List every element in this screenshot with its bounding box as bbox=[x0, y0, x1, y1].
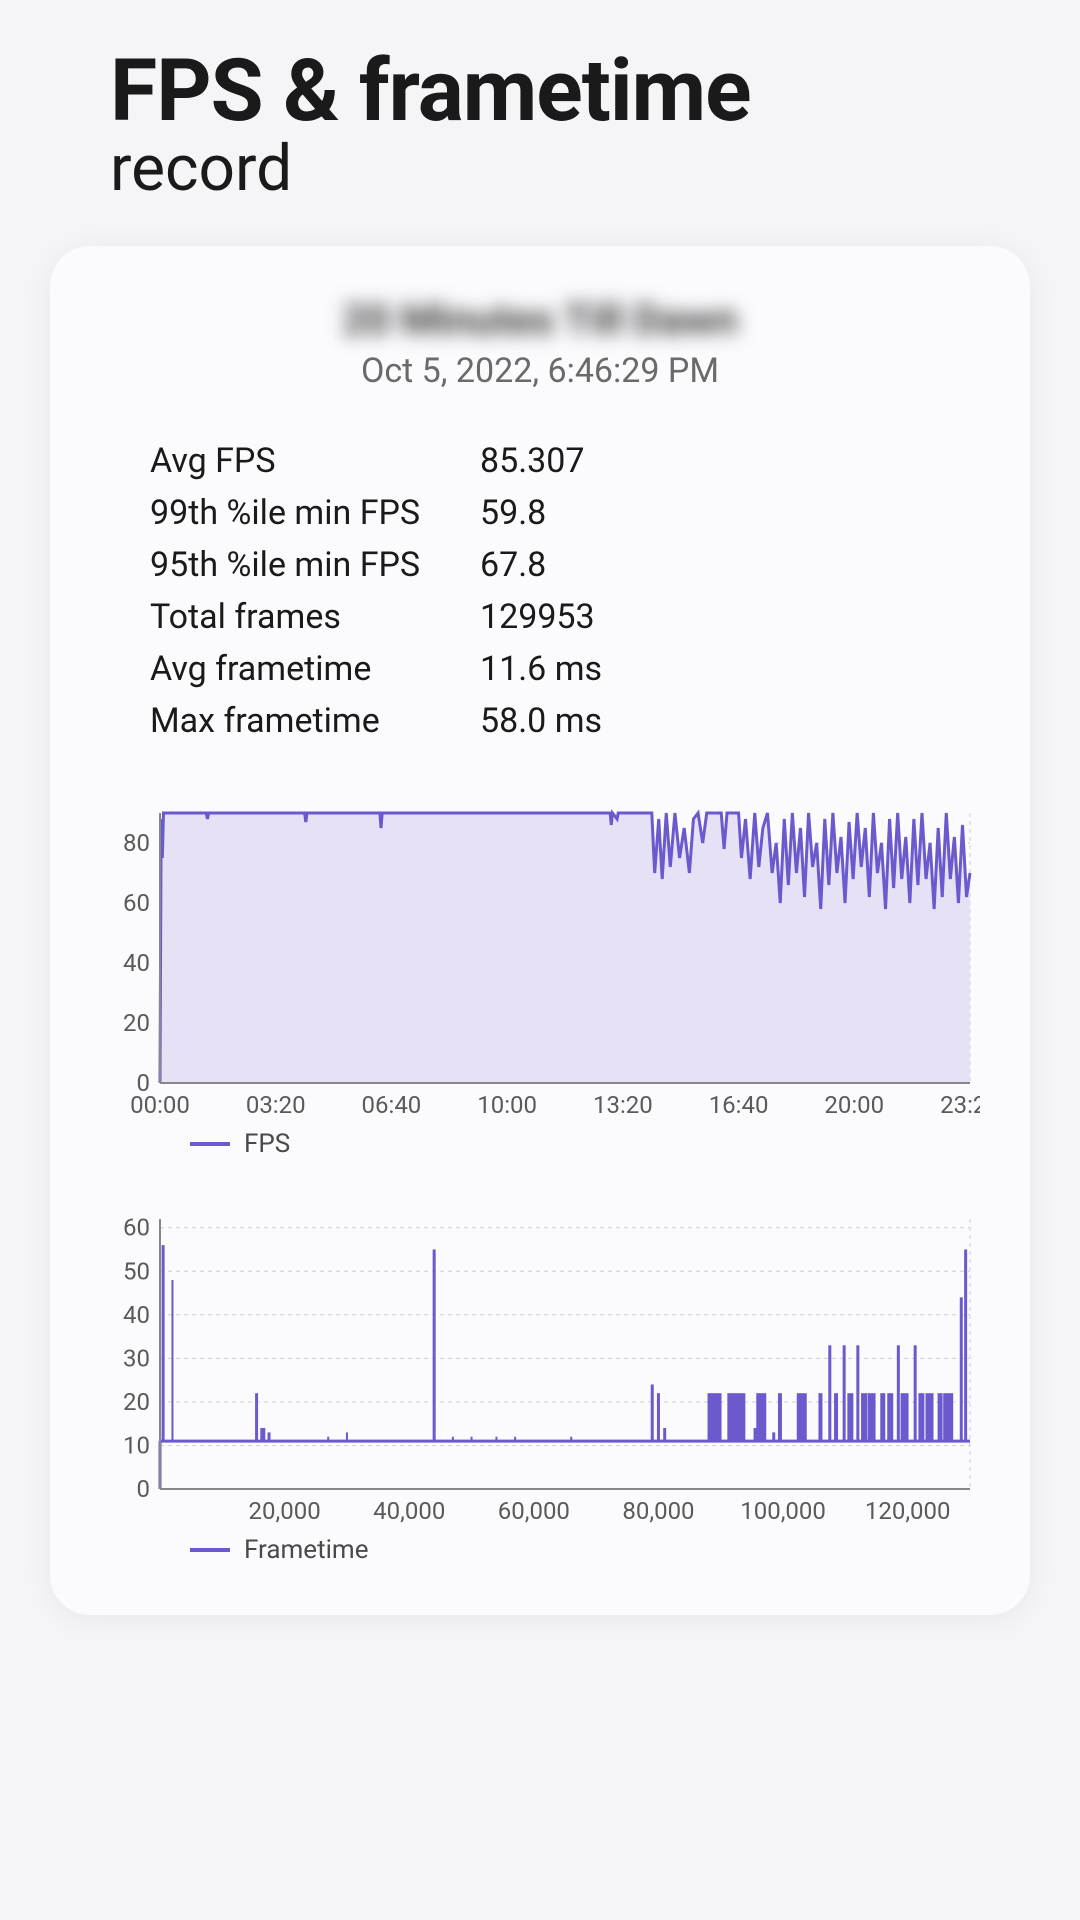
svg-text:10: 10 bbox=[123, 1431, 150, 1459]
stats-table: Avg FPS 85.307 99th %ile min FPS 59.8 95… bbox=[50, 441, 1030, 793]
fps-chart-svg: 02040608000:0003:2006:4010:0013:2016:402… bbox=[100, 803, 980, 1123]
svg-text:60: 60 bbox=[123, 1214, 150, 1242]
svg-text:20,000: 20,000 bbox=[249, 1497, 321, 1525]
svg-text:40: 40 bbox=[123, 949, 150, 977]
svg-text:20: 20 bbox=[123, 1009, 150, 1037]
stat-row: Avg FPS 85.307 bbox=[150, 441, 930, 481]
stat-label: Total frames bbox=[150, 597, 480, 637]
stat-row: 99th %ile min FPS 59.8 bbox=[150, 493, 930, 533]
svg-text:0: 0 bbox=[137, 1475, 151, 1503]
svg-text:20: 20 bbox=[123, 1388, 150, 1416]
stat-row: Avg frametime 11.6 ms bbox=[150, 649, 930, 689]
stat-value: 67.8 bbox=[480, 545, 546, 585]
title-main: FPS & frametime bbox=[110, 40, 970, 141]
stat-value: 85.307 bbox=[480, 441, 585, 481]
record-title-blurred: 20 Minutes Till Dawn bbox=[50, 296, 1030, 345]
svg-text:00:00: 00:00 bbox=[130, 1091, 190, 1119]
svg-text:03:20: 03:20 bbox=[246, 1091, 306, 1119]
svg-text:60,000: 60,000 bbox=[498, 1497, 570, 1525]
stat-row: 95th %ile min FPS 67.8 bbox=[150, 545, 930, 585]
stat-row: Total frames 129953 bbox=[150, 597, 930, 637]
legend-line-icon bbox=[190, 1142, 230, 1146]
fps-legend: FPS bbox=[100, 1129, 980, 1159]
stat-label: Avg frametime bbox=[150, 649, 480, 689]
stat-value: 129953 bbox=[480, 597, 595, 637]
fps-legend-label: FPS bbox=[244, 1129, 290, 1159]
svg-text:13:20: 13:20 bbox=[593, 1091, 653, 1119]
stat-value: 59.8 bbox=[480, 493, 546, 533]
svg-text:80,000: 80,000 bbox=[622, 1497, 694, 1525]
svg-text:50: 50 bbox=[123, 1257, 150, 1285]
stat-label: 95th %ile min FPS bbox=[150, 545, 480, 585]
svg-text:16:40: 16:40 bbox=[709, 1091, 769, 1119]
stat-value: 58.0 ms bbox=[480, 701, 602, 741]
card-header: 20 Minutes Till Dawn Oct 5, 2022, 6:46:2… bbox=[50, 296, 1030, 391]
stat-value: 11.6 ms bbox=[480, 649, 602, 689]
stat-label: Avg FPS bbox=[150, 441, 480, 481]
fps-chart: 02040608000:0003:2006:4010:0013:2016:402… bbox=[50, 793, 1030, 1169]
page-title: FPS & frametime record bbox=[0, 0, 1080, 226]
svg-text:60: 60 bbox=[123, 889, 150, 917]
svg-text:20:00: 20:00 bbox=[824, 1091, 884, 1119]
svg-text:100,000: 100,000 bbox=[740, 1497, 826, 1525]
svg-text:40,000: 40,000 bbox=[373, 1497, 445, 1525]
svg-text:120,000: 120,000 bbox=[865, 1497, 951, 1525]
svg-text:23:20: 23:20 bbox=[940, 1091, 980, 1119]
frametime-chart: 0 10 20 30 40 50 60 20,000 40,000 60,000 80,000 100… bbox=[50, 1199, 1030, 1575]
title-sub: record bbox=[110, 131, 970, 206]
page-root: FPS & frametime record 20 Minutes Till D… bbox=[0, 0, 1080, 1920]
record-card: 20 Minutes Till Dawn Oct 5, 2022, 6:46:2… bbox=[50, 246, 1030, 1615]
svg-text:06:40: 06:40 bbox=[362, 1091, 422, 1119]
svg-text:10:00: 10:00 bbox=[477, 1091, 537, 1119]
frametime-legend-label: Frametime bbox=[244, 1535, 369, 1565]
frametime-legend: Frametime bbox=[100, 1535, 980, 1565]
frametime-chart-svg: 0 10 20 30 40 50 60 20,000 40,000 60,000 80,000 100… bbox=[100, 1209, 980, 1529]
legend-line-icon bbox=[190, 1548, 230, 1552]
stat-label: Max frametime bbox=[150, 701, 480, 741]
stat-row: Max frametime 58.0 ms bbox=[150, 701, 930, 741]
svg-text:80: 80 bbox=[123, 829, 150, 857]
svg-text:30: 30 bbox=[123, 1344, 150, 1372]
svg-text:40: 40 bbox=[123, 1301, 150, 1329]
stat-label: 99th %ile min FPS bbox=[150, 493, 480, 533]
record-timestamp: Oct 5, 2022, 6:46:29 PM bbox=[50, 351, 1030, 391]
